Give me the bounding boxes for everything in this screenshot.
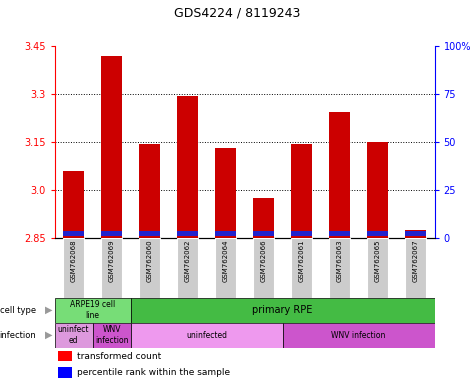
Bar — [139, 231, 160, 236]
Text: GSM762066: GSM762066 — [261, 240, 266, 283]
Bar — [283, 323, 435, 348]
Bar — [405, 231, 426, 236]
Text: uninfected: uninfected — [186, 331, 227, 339]
Bar — [131, 323, 283, 348]
Text: GSM762061: GSM762061 — [299, 240, 304, 283]
Bar — [63, 231, 84, 236]
Bar — [139, 238, 160, 298]
Text: GSM762069: GSM762069 — [109, 240, 114, 283]
Text: GSM762062: GSM762062 — [185, 240, 190, 282]
Bar — [101, 56, 122, 238]
Bar — [55, 323, 93, 348]
Bar — [405, 238, 426, 298]
Text: GSM762067: GSM762067 — [413, 240, 418, 283]
Text: GSM762065: GSM762065 — [375, 240, 380, 282]
Bar — [253, 198, 274, 238]
Bar — [329, 231, 350, 236]
Bar — [291, 231, 312, 236]
Bar — [55, 298, 131, 323]
Text: cell type: cell type — [0, 306, 36, 314]
Bar — [101, 238, 122, 298]
Text: uninfect
ed: uninfect ed — [58, 325, 89, 345]
Bar — [131, 298, 435, 323]
Text: ▶: ▶ — [45, 305, 52, 315]
Bar — [63, 171, 84, 238]
Text: GSM762060: GSM762060 — [147, 240, 152, 283]
Bar — [93, 323, 131, 348]
Bar — [253, 238, 274, 298]
Bar — [215, 149, 236, 238]
Text: transformed count: transformed count — [77, 351, 162, 361]
Bar — [367, 231, 388, 236]
Text: percentile rank within the sample: percentile rank within the sample — [77, 368, 230, 377]
Bar — [177, 96, 198, 238]
Bar — [177, 231, 198, 236]
Bar — [215, 238, 236, 298]
Bar — [139, 144, 160, 238]
Text: GSM762064: GSM762064 — [223, 240, 228, 282]
Bar — [291, 144, 312, 238]
Bar — [367, 238, 388, 298]
Bar — [367, 142, 388, 238]
Text: GSM762063: GSM762063 — [337, 240, 342, 283]
Bar — [215, 231, 236, 236]
Text: WNV infection: WNV infection — [332, 331, 386, 339]
Text: infection: infection — [0, 331, 36, 339]
Bar — [329, 112, 350, 238]
Text: GDS4224 / 8119243: GDS4224 / 8119243 — [174, 7, 301, 19]
Text: WNV
infection: WNV infection — [95, 325, 128, 345]
Text: GSM762068: GSM762068 — [71, 240, 76, 283]
Text: ▶: ▶ — [45, 330, 52, 340]
Bar — [101, 231, 122, 236]
Bar — [58, 367, 72, 377]
Bar — [58, 351, 72, 361]
Text: ARPE19 cell
line: ARPE19 cell line — [70, 300, 115, 320]
Bar — [177, 238, 198, 298]
Text: primary RPE: primary RPE — [252, 305, 313, 315]
Bar — [405, 230, 426, 238]
Bar — [63, 238, 84, 298]
Bar — [291, 238, 312, 298]
Bar — [253, 231, 274, 236]
Bar — [329, 238, 350, 298]
